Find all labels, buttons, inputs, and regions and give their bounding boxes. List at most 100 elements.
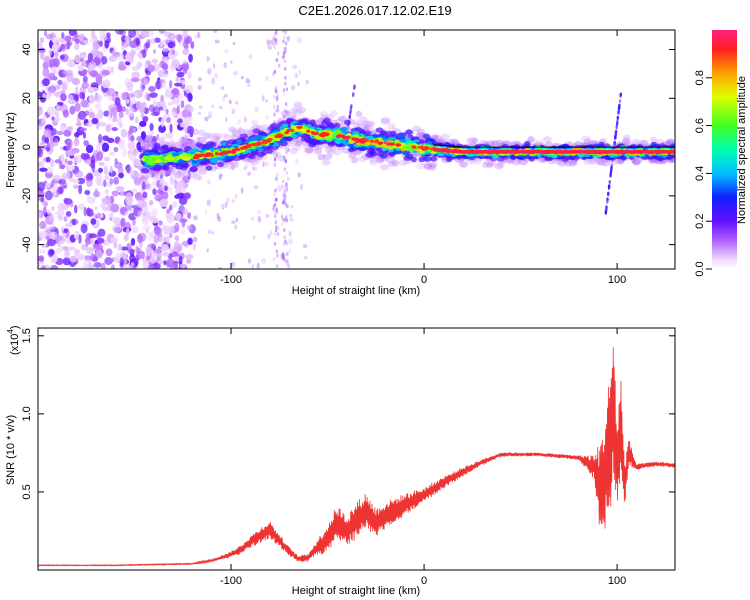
spectrogram-cell (79, 92, 85, 100)
spectrogram-cell (595, 158, 604, 165)
spectrogram-cell (78, 234, 82, 244)
spectrogram-cell (113, 176, 120, 185)
spectrogram-cell (90, 236, 94, 245)
spectrogram-cell (282, 251, 285, 256)
spectrogram-cell (62, 257, 71, 266)
spectrogram-cell (614, 134, 617, 139)
spectrogram-cell (72, 184, 79, 189)
spectrogram-cell (136, 233, 143, 244)
spectrogram-cell (284, 182, 287, 188)
spectrogram-cell (110, 264, 116, 269)
spectrogram-cell (38, 255, 45, 262)
spectrogram-cell (74, 102, 81, 112)
spectrogram-cell (387, 160, 396, 168)
spectrogram-cell (285, 218, 289, 223)
spectrogram-cell (115, 52, 125, 61)
spectrogram-cell (337, 116, 345, 123)
spectrogram-cell (52, 174, 61, 182)
spectrogram-cell (283, 114, 286, 119)
spectrogram-cell (274, 214, 277, 219)
spectrogram-cell (284, 41, 288, 46)
spectrogram-cell (265, 115, 269, 120)
spectrogram-cell (64, 158, 68, 164)
spectrogram-cell (113, 146, 119, 153)
spectrogram-cell (95, 175, 104, 184)
spectrogram-cell (203, 132, 211, 140)
spectrogram-cell (276, 51, 280, 56)
spectrogram-cell (230, 164, 235, 171)
spectrogram-cell (214, 165, 219, 170)
spectrogram-cell (67, 149, 71, 156)
spectrogram-cell (204, 116, 209, 122)
spectrogram-cell (288, 248, 292, 253)
spectrogram-cell (167, 225, 175, 234)
spectrogram-cell (275, 249, 278, 254)
spectrogram-cell (116, 252, 120, 261)
spectrogram-cell (156, 133, 160, 140)
spectrogram-cell (283, 108, 287, 113)
spectrogram-cell (42, 206, 47, 216)
spectrogram-cell (147, 64, 155, 73)
spectrogram-cell (243, 166, 247, 171)
spectrogram-cell (247, 258, 252, 264)
spectrogram-cell (273, 232, 277, 237)
spectrogram-cell (197, 32, 201, 39)
spectrogram-cell (117, 64, 127, 71)
spectrogram-cell (297, 172, 301, 178)
spectrogram-cell (284, 66, 287, 71)
spectrogram-cell (258, 147, 264, 153)
spectrogram-cell (190, 41, 195, 49)
spectrogram-cell (98, 161, 105, 166)
spectrogram-cell (142, 191, 148, 199)
spectrogram-cell (143, 141, 149, 148)
spectrogram-cell (101, 142, 110, 152)
spectrogram-cell (283, 258, 287, 263)
spectrogram-cell (161, 63, 169, 71)
spectrogram-cell (167, 41, 176, 48)
spectrogram-cell (41, 264, 46, 269)
spectrogram-cell (182, 162, 190, 169)
spectrogram-cell (283, 59, 287, 64)
spectrogram-cell (148, 200, 154, 206)
spectrogram-cell (285, 252, 289, 257)
spectrogram-cell (142, 224, 151, 231)
spectrogram-cell (226, 197, 230, 203)
spectrogram-cell (107, 111, 112, 122)
spectrogram-cell (43, 30, 48, 37)
spectrogram-cell (284, 158, 287, 163)
spectrogram-cell (114, 226, 121, 234)
spectrogram-cell (95, 102, 101, 110)
spectrogram-cell (236, 128, 247, 135)
spectrogram-cell (275, 108, 280, 113)
spectrogram-cell (166, 208, 171, 214)
spectrogram-cell (228, 126, 237, 133)
spectrogram-cell (284, 46, 287, 54)
spectrogram-cell (48, 49, 52, 56)
spectrogram-cell (254, 106, 260, 113)
spectrogram-cell (282, 114, 285, 119)
spectrogram-cell (111, 190, 120, 197)
spectrogram-cell (107, 137, 115, 144)
spectrogram-cell (118, 111, 124, 119)
spectrogram-cell (60, 43, 66, 50)
spectrogram-cell (285, 241, 288, 246)
spectrogram-cell (101, 79, 111, 89)
spectrogram-cell (44, 182, 51, 188)
spectrogram-cell (148, 136, 157, 143)
spectrogram-cell (322, 153, 333, 160)
spectrogram-cell (277, 155, 287, 162)
spectrogram-cell (467, 137, 477, 144)
spectrogram-cell (40, 197, 45, 203)
spectrogram-cell (42, 78, 51, 87)
spectrogram-cell (115, 30, 124, 35)
spectrogram-cell (73, 138, 80, 147)
spectrogram-cell (120, 246, 129, 251)
spectrogram-cell (231, 108, 236, 115)
spectrogram-cell (130, 171, 135, 177)
spectrogram-cell (88, 94, 96, 104)
spectrogram-cell (162, 251, 170, 257)
spectrogram-cell (174, 260, 178, 269)
spectrogram-cell (251, 264, 255, 269)
spectrogram-cell (61, 32, 65, 39)
spectrogram-cell (186, 138, 194, 145)
